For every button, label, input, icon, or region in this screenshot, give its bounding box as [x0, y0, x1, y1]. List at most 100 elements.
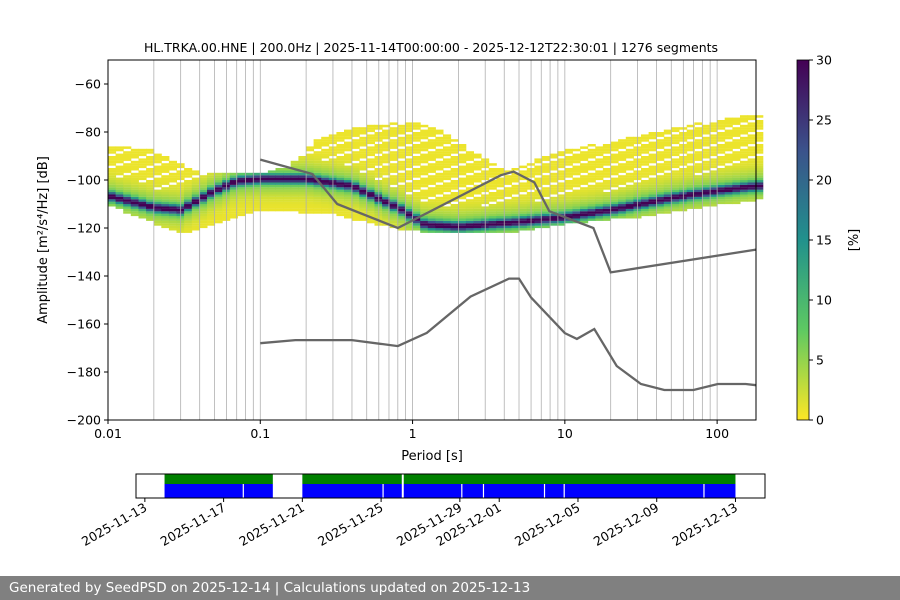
heatmap-cell [443, 134, 452, 137]
heatmap-cell [465, 158, 474, 161]
heatmap-cell [701, 153, 710, 157]
heatmap-cell [260, 175, 269, 178]
heatmap-cell [557, 204, 566, 207]
heatmap-cell [671, 182, 680, 185]
heatmap-cell [184, 223, 193, 226]
heatmap-cell [602, 156, 611, 159]
heatmap-cell [359, 132, 368, 135]
heatmap-cell [709, 196, 718, 200]
heatmap-cell [184, 192, 193, 195]
heatmap-cell [397, 218, 406, 221]
heatmap-cell [146, 196, 155, 200]
heatmap-cell [755, 194, 764, 197]
heatmap-cell [313, 144, 322, 147]
x-tick-label: 0.1 [250, 426, 270, 441]
heatmap-cell [542, 223, 551, 226]
heatmap-cell [115, 158, 124, 161]
heatmap-cell [511, 201, 520, 205]
heatmap-cell [572, 153, 581, 157]
heatmap-cell [412, 218, 421, 221]
heatmap-cell [542, 213, 551, 217]
grid-lines [107, 60, 718, 420]
heatmap-cell [740, 144, 749, 147]
heatmap-cell [450, 211, 459, 214]
heatmap-cell [701, 129, 710, 133]
heatmap-cell [252, 194, 261, 197]
heatmap-cell [237, 213, 246, 217]
heatmap-cell [191, 196, 200, 200]
heatmap-cell [146, 151, 155, 154]
heatmap-cell [648, 141, 657, 145]
heatmap-cell [641, 144, 650, 147]
heatmap-cell [717, 156, 726, 159]
heatmap-cell [267, 187, 276, 190]
heatmap-cell [283, 182, 292, 185]
heatmap-cell [618, 158, 627, 161]
heatmap-cell [427, 146, 436, 149]
heatmap-cell [435, 175, 444, 178]
heatmap-cell [435, 132, 444, 135]
heatmap-cell [450, 218, 459, 221]
heatmap-cell [199, 208, 208, 212]
heatmap-cell [359, 196, 368, 200]
heatmap-cell [123, 196, 132, 200]
heatmap-cell [382, 165, 391, 169]
heatmap-cell [755, 165, 764, 169]
heatmap-cell [153, 223, 162, 226]
heatmap-cell [732, 187, 741, 190]
heatmap-cell [572, 172, 581, 176]
heatmap-cell [572, 194, 581, 197]
heatmap-cell [671, 134, 680, 137]
heatmap-cell [595, 165, 604, 169]
heatmap-cell [382, 146, 391, 149]
x-ticks: 0.01 0.1 1 10 100 [94, 420, 729, 441]
heatmap-cell [412, 194, 421, 197]
heatmap-cell [298, 211, 307, 214]
heatmap-cell [503, 230, 512, 233]
heatmap-cell [199, 220, 208, 224]
heatmap-cell [717, 127, 726, 130]
heatmap-cell [534, 196, 543, 200]
heatmap-cell [747, 124, 756, 128]
heatmap-cell [344, 132, 353, 135]
heatmap-cell [648, 184, 657, 188]
heatmap-cell [717, 151, 726, 154]
heatmap-cell [686, 204, 695, 207]
heatmap-cell [290, 182, 299, 185]
heatmap-cell [724, 136, 733, 140]
heatmap-cell [747, 194, 756, 197]
heatmap-cell [366, 213, 375, 217]
heatmap-cell [214, 175, 223, 178]
heatmap-cell [648, 206, 657, 209]
heatmap-cell [595, 211, 604, 214]
heatmap-cell [663, 187, 672, 190]
heatmap-cell [572, 204, 581, 207]
heatmap-cell [587, 204, 596, 207]
heatmap-cell [283, 204, 292, 207]
heatmap-cell [724, 196, 733, 200]
heatmap-cell [618, 170, 627, 173]
heatmap-cell [709, 129, 718, 133]
heatmap-cell [595, 194, 604, 197]
heatmap-cell [184, 182, 193, 185]
heatmap-cell [496, 225, 505, 229]
coverage-green-bar [164, 474, 273, 484]
heatmap-cell [473, 196, 482, 200]
heatmap-cell [389, 127, 398, 130]
heatmap-cell [153, 204, 162, 207]
heatmap-cell [740, 184, 749, 188]
heatmap-cell [336, 136, 345, 140]
heatmap-cell [641, 172, 650, 176]
heatmap-cell [747, 189, 756, 193]
heatmap-cell [382, 158, 391, 161]
heatmap-cell [701, 136, 710, 140]
heatmap-cell [275, 196, 284, 200]
heatmap-cell [138, 213, 147, 217]
heatmap-cell [404, 134, 413, 137]
heatmap-cell [359, 218, 368, 221]
heatmap-cell [313, 156, 322, 159]
heatmap-cell [153, 213, 162, 217]
heatmap-cell [663, 182, 672, 185]
heatmap-cell [740, 129, 749, 133]
heatmap-cell [496, 223, 505, 226]
